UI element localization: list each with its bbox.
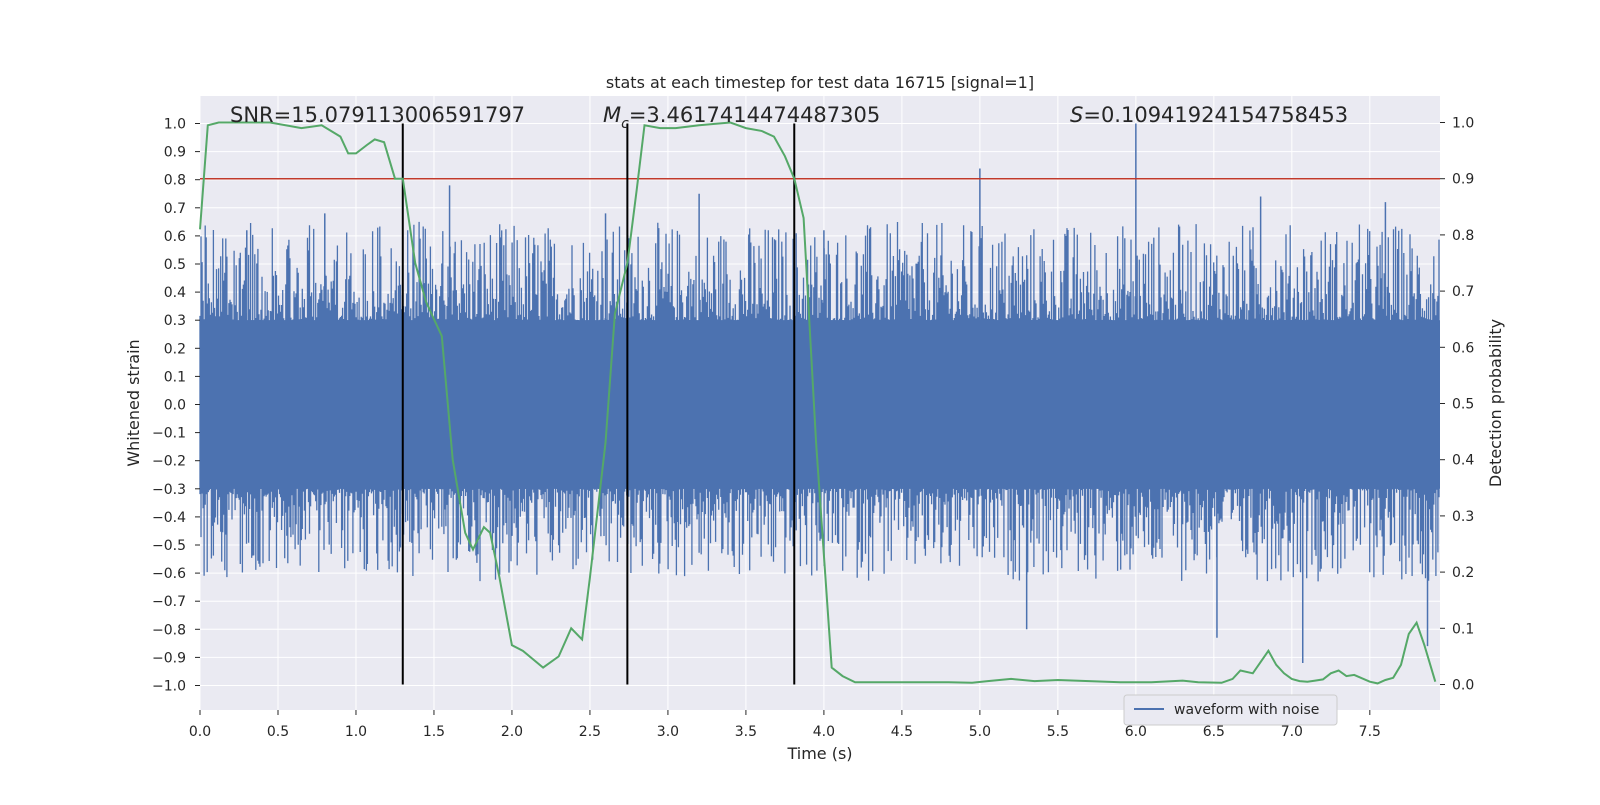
vertical-markers — [401, 123, 796, 685]
x-tick-label: 7.5 — [1359, 724, 1381, 740]
y-tick-label: 0.2 — [164, 341, 186, 357]
chirp-mass-symbol: M — [603, 103, 621, 127]
y2-tick-label: 0.3 — [1452, 509, 1474, 525]
y-tick-label: −0.5 — [152, 538, 186, 554]
y2-tick-label: 0.6 — [1452, 340, 1474, 356]
y2-tick-label: 0.4 — [1452, 453, 1474, 469]
y2-tick-label: 0.1 — [1452, 621, 1474, 637]
legend: waveform with noise — [1123, 694, 1338, 726]
y-tick-label: −0.4 — [152, 510, 186, 526]
x-tick-label: 7.0 — [1281, 724, 1303, 740]
x-tick-label: 4.5 — [891, 724, 913, 740]
y-tick-label: −1.0 — [152, 679, 186, 695]
legend-box — [1123, 694, 1338, 726]
detection-probability-series — [199, 121, 1437, 685]
y2-axis-label: Detection probability — [1486, 319, 1505, 487]
y-tick-label: −0.2 — [152, 454, 186, 470]
waveform-band — [200, 320, 1440, 489]
x-tick-label: 1.5 — [423, 724, 445, 740]
y-tick-label: 0.9 — [164, 145, 186, 161]
y2-axis-ticks: 1.0 0.9 0.8 0.7 0.6 0.5 0.4 0.3 0.2 0.1 0.0 — [1440, 116, 1474, 694]
y-tick-label: 0.4 — [164, 285, 186, 301]
y2-tick-label: 0.7 — [1452, 284, 1474, 300]
y2-tick-label: 1.0 — [1452, 116, 1474, 132]
y-tick-label: 0.8 — [164, 173, 186, 189]
y-tick-label: −0.8 — [152, 622, 186, 638]
legend-label: waveform with noise — [1174, 702, 1319, 718]
y-tick-label: 0.1 — [164, 369, 186, 385]
probability-line — [199, 121, 1437, 685]
x-tick-label: 1.0 — [345, 724, 367, 740]
x-tick-label: 0.0 — [189, 724, 211, 740]
x-tick-label: 3.5 — [735, 724, 757, 740]
x-axis-label: Time (s) — [786, 744, 852, 763]
y2-tick-label: 0.9 — [1452, 172, 1474, 188]
x-tick-label: 5.0 — [969, 724, 991, 740]
y-tick-label: −0.7 — [152, 594, 186, 610]
y-tick-label: 0.5 — [164, 257, 186, 273]
snr-annotation: SNR=15.079113006591797 — [230, 103, 525, 127]
x-tick-label: 5.5 — [1047, 724, 1069, 740]
chirp-mass-annotation: Mc=3.4617414474487305 — [603, 103, 880, 132]
y2-tick-label: 0.0 — [1452, 678, 1474, 694]
y-axis-label: Whitened strain — [124, 339, 143, 466]
chart-title: stats at each timestep for test data 167… — [606, 73, 1034, 92]
y-tick-label: 0.3 — [164, 313, 186, 329]
y-tick-label: −0.1 — [152, 426, 186, 442]
y-tick-label: 0.0 — [164, 398, 186, 414]
y2-tick-label: 0.8 — [1452, 228, 1474, 244]
y-tick-label: −0.9 — [152, 650, 186, 666]
x-tick-label: 2.5 — [579, 724, 601, 740]
x-tick-label: 6.5 — [1203, 724, 1225, 740]
chirp-mass-subscript: c — [621, 116, 629, 132]
s-symbol: S — [1070, 103, 1083, 127]
y-tick-label: −0.6 — [152, 566, 186, 582]
y-tick-label: 0.7 — [164, 201, 186, 217]
s-value: =0.10941924154758453 — [1083, 103, 1348, 127]
chirp-mass-value: =3.4617414474487305 — [629, 103, 880, 127]
y2-tick-label: 0.5 — [1452, 397, 1474, 413]
x-tick-label: 6.0 — [1125, 724, 1147, 740]
s-annotation: S=0.10941924154758453 — [1070, 103, 1348, 127]
x-tick-label: 0.5 — [267, 724, 289, 740]
y2-tick-label: 0.2 — [1452, 565, 1474, 581]
x-tick-label: 2.0 — [501, 724, 523, 740]
x-axis-ticks: 0.0 0.5 1.0 1.5 2.0 2.5 3.0 3.5 4.0 4.5 5.0 5.5 6.0 6… — [189, 710, 1381, 740]
waveform-series — [199, 123, 1440, 664]
x-tick-label: 3.0 — [657, 724, 679, 740]
y-axis-ticks: 1.0 0.9 0.8 0.7 0.6 0.5 0.4 0.3 0.2 0.1 0.0 −0.1 −0.… — [152, 117, 200, 695]
x-tick-label: 4.0 — [813, 724, 835, 740]
y-tick-label: −0.3 — [152, 482, 186, 498]
y-tick-label: 0.6 — [164, 229, 186, 245]
y-tick-label: 1.0 — [164, 117, 186, 133]
